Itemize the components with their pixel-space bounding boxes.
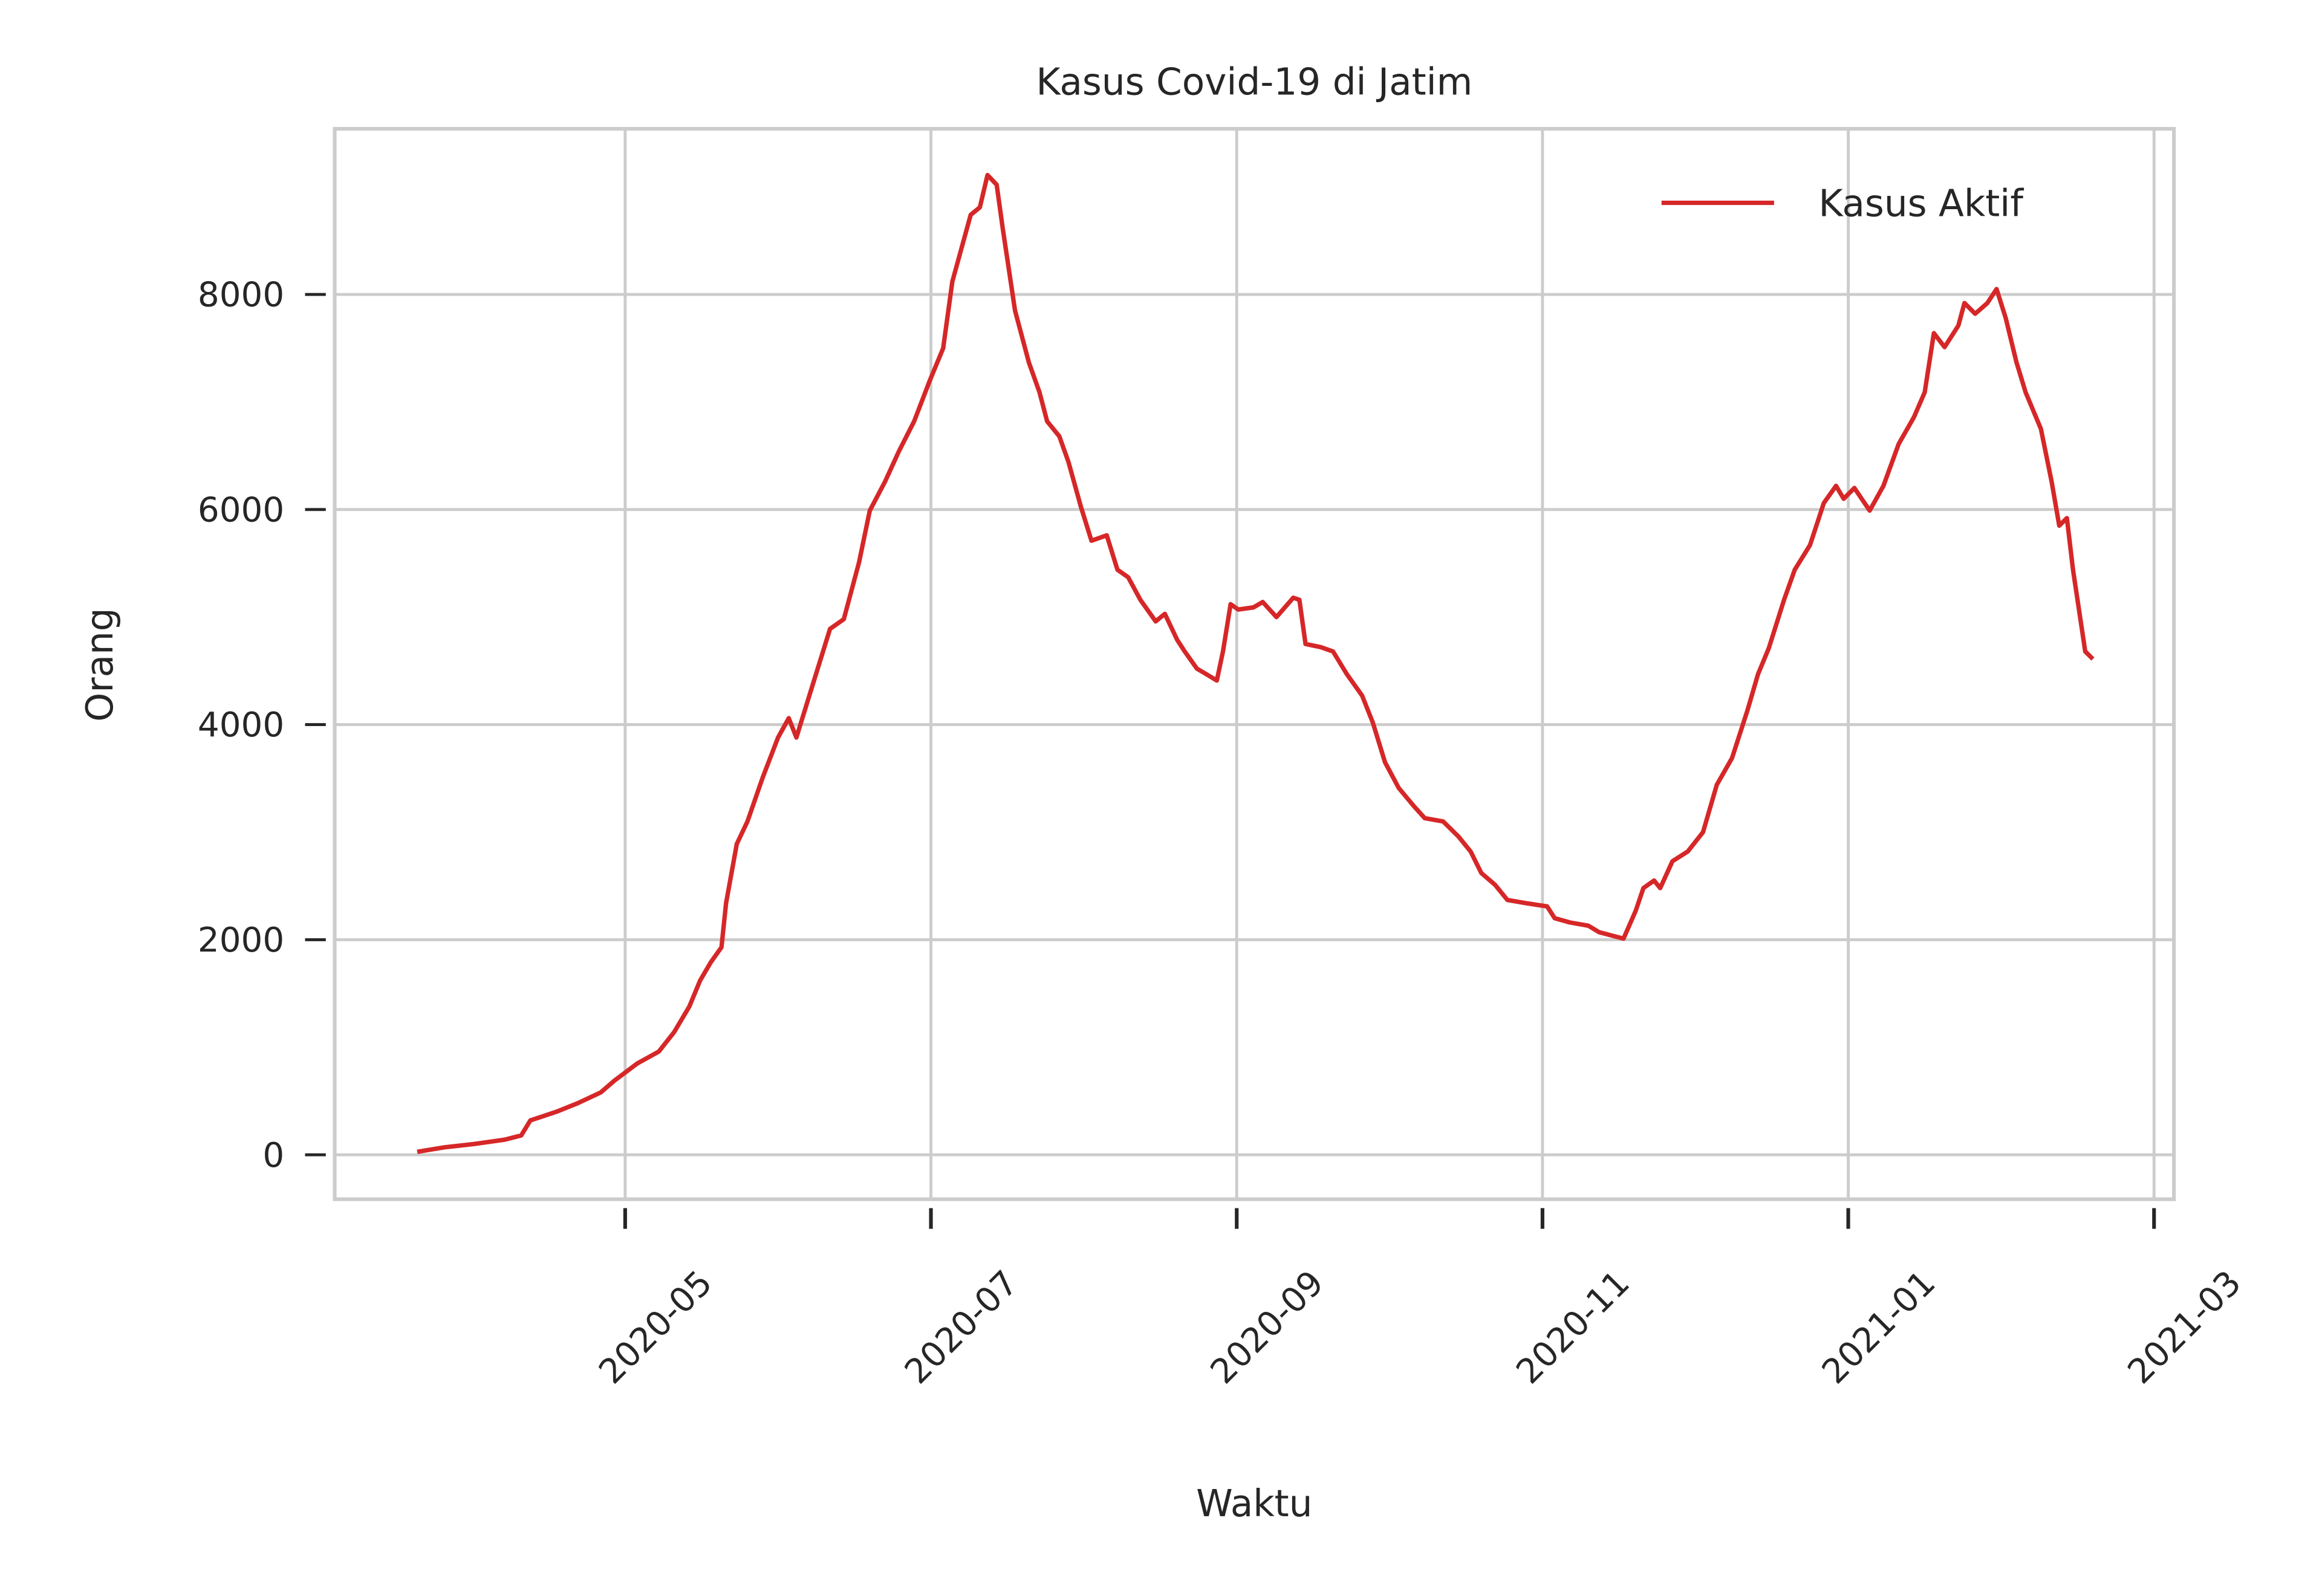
y-tick-label: 8000 — [198, 276, 284, 315]
y-axis-label: Orang — [79, 608, 122, 722]
x-axis-label: Waktu — [1196, 1482, 1312, 1525]
data-line — [417, 172, 2095, 1154]
y-tick-label: 2000 — [198, 921, 284, 960]
y-tick-label: 0 — [262, 1136, 284, 1175]
chart-title: Kasus Covid-19 di Jatim — [1036, 61, 1472, 104]
y-tick-label: 4000 — [198, 706, 284, 745]
legend-label: Kasus Aktif — [1818, 183, 2024, 225]
y-tick-label: 6000 — [198, 490, 284, 530]
plot-frame — [333, 126, 2176, 1201]
